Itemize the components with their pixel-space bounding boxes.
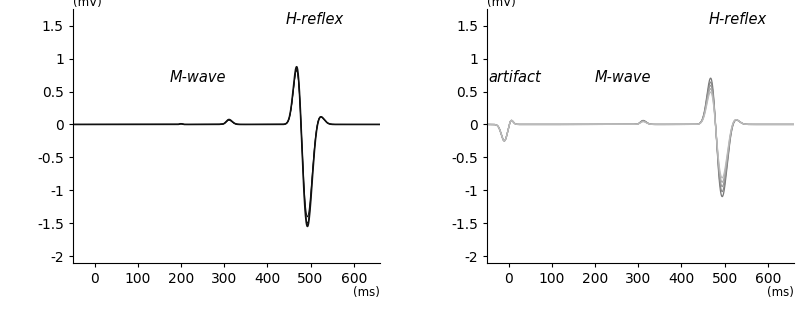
Text: (mV): (mV) <box>487 0 516 9</box>
Text: artifact: artifact <box>488 70 542 85</box>
Text: (ms): (ms) <box>767 286 794 299</box>
Text: M-wave: M-wave <box>170 70 227 85</box>
Text: M-wave: M-wave <box>595 70 651 85</box>
Text: (mV): (mV) <box>73 0 101 9</box>
Text: H-reflex: H-reflex <box>709 12 767 27</box>
Text: H-reflex: H-reflex <box>286 12 344 27</box>
Text: (ms): (ms) <box>353 286 380 299</box>
